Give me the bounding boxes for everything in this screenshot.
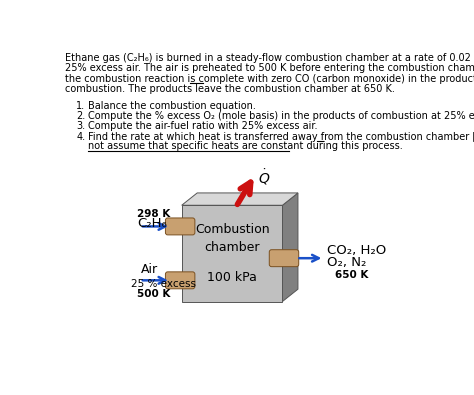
- Text: 1.: 1.: [76, 101, 85, 111]
- Text: not assume that specific heats are constant during this process.: not assume that specific heats are const…: [88, 141, 403, 151]
- Text: CO₂, H₂O: CO₂, H₂O: [328, 244, 387, 257]
- Text: combustion. The products leave the combustion chamber at 650 K.: combustion. The products leave the combu…: [64, 84, 394, 94]
- FancyBboxPatch shape: [269, 250, 299, 267]
- Text: 298 K: 298 K: [137, 209, 170, 219]
- Text: Compute the air-fuel ratio with 25% excess air.: Compute the air-fuel ratio with 25% exce…: [88, 121, 318, 131]
- FancyBboxPatch shape: [165, 272, 195, 289]
- Text: Combustion
chamber: Combustion chamber: [195, 224, 269, 254]
- Text: Balance the combustion equation.: Balance the combustion equation.: [88, 101, 256, 111]
- FancyBboxPatch shape: [165, 218, 195, 235]
- Text: 25 % excess: 25 % excess: [130, 279, 196, 289]
- FancyBboxPatch shape: [182, 205, 283, 301]
- Text: Air: Air: [141, 263, 158, 276]
- Text: 100 kPa: 100 kPa: [207, 271, 257, 284]
- Text: 25% excess air. The air is preheated to 500 K before entering the combustion cha: 25% excess air. The air is preheated to …: [64, 63, 474, 73]
- Text: the combustion reaction is complete with zero CO (carbon monoxide) in the produc: the combustion reaction is complete with…: [64, 73, 474, 84]
- Polygon shape: [182, 193, 298, 205]
- Text: Find the rate at which heat is transferred away from the combustion chamber [kW]: Find the rate at which heat is transferr…: [88, 132, 474, 142]
- Text: 4.: 4.: [76, 132, 85, 142]
- Polygon shape: [283, 193, 298, 301]
- Text: 3.: 3.: [76, 121, 85, 131]
- Text: 2.: 2.: [76, 111, 85, 121]
- Text: $\dot{Q}$: $\dot{Q}$: [258, 168, 271, 187]
- Text: O₂, N₂: O₂, N₂: [328, 256, 367, 269]
- Text: Ethane gas (C₂H₆) is burned in a steady-flow combustion chamber at a rate of 0.0: Ethane gas (C₂H₆) is burned in a steady-…: [64, 53, 474, 63]
- Text: 650 K: 650 K: [335, 270, 368, 280]
- Text: 500 K: 500 K: [137, 289, 170, 299]
- Text: C₂H₆: C₂H₆: [137, 217, 166, 230]
- Text: Compute the % excess O₂ (mole basis) in the products of combustion at 25% excess: Compute the % excess O₂ (mole basis) in …: [88, 111, 474, 121]
